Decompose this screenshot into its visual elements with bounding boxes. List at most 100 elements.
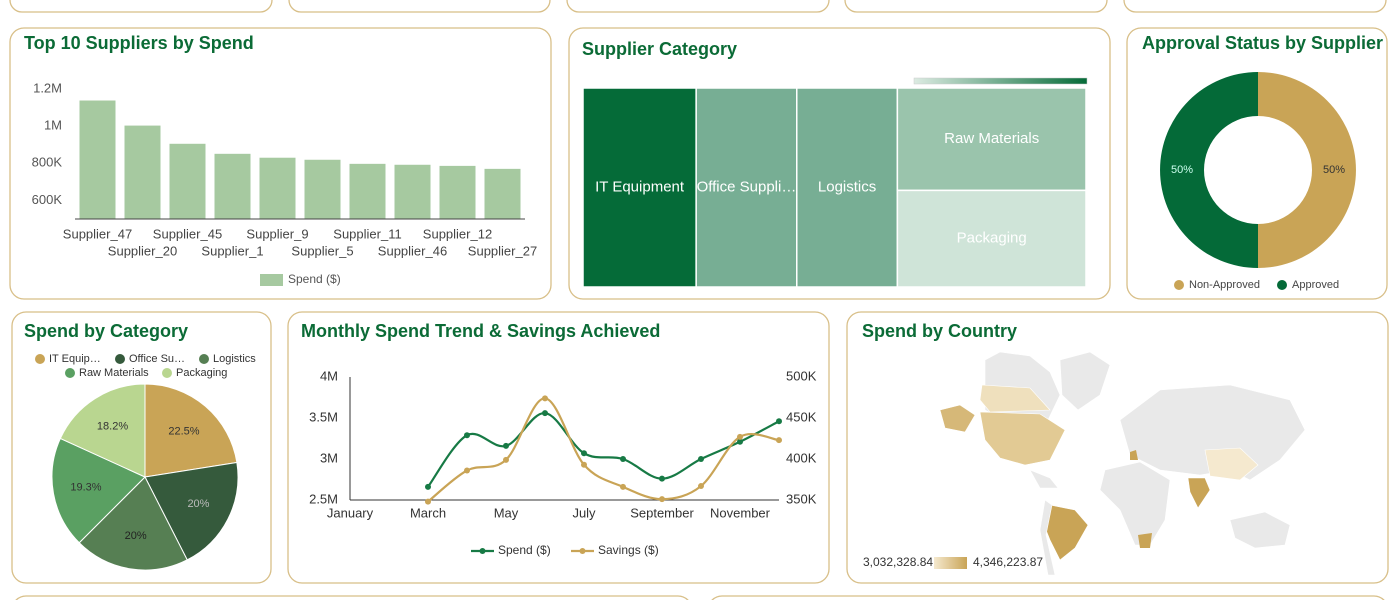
point — [581, 461, 587, 468]
value-label: 50% — [1171, 164, 1193, 176]
point — [542, 410, 548, 417]
country — [1187, 477, 1211, 509]
value-label: 19.3% — [70, 482, 101, 494]
country — [939, 404, 976, 433]
point — [503, 442, 509, 449]
legend-swatch — [199, 354, 209, 364]
treemap-cell — [896, 189, 1087, 288]
y-tick-label: 1M — [44, 118, 62, 133]
x-tick-label: November — [710, 505, 771, 520]
card — [15, 595, 689, 600]
country — [979, 384, 1051, 413]
x-tick-label: September — [630, 505, 694, 520]
bar — [439, 165, 476, 219]
point — [737, 438, 743, 445]
y-tick-label: 3M — [320, 450, 338, 465]
point — [425, 483, 431, 490]
color-scale — [913, 77, 1088, 85]
pie-slice — [59, 383, 146, 478]
chart-title: Approval Status by Supplier — [1142, 33, 1383, 53]
card — [846, 311, 1389, 584]
chart-title: Spend by Country — [862, 321, 1017, 341]
chart-title: Top 10 Suppliers by Spend — [24, 33, 254, 53]
legend-swatch — [35, 354, 45, 364]
bar — [349, 163, 386, 219]
y-tick-label: 4M — [320, 368, 338, 383]
treemap-cell — [896, 87, 1087, 192]
card — [844, 0, 1108, 13]
land — [1029, 469, 1059, 489]
legend-label: Logistics — [213, 353, 256, 365]
value-label: 18.2% — [97, 420, 128, 432]
legend-label: IT Equip… — [49, 353, 101, 365]
x-tick-label: Supplier_1 — [201, 243, 263, 258]
legend-swatch — [479, 548, 486, 554]
world-map — [939, 351, 1306, 576]
x-tick-label: Supplier_12 — [423, 226, 492, 241]
pie-slice — [144, 461, 239, 561]
x-tick-label: Supplier_20 — [108, 243, 177, 258]
bar — [214, 153, 251, 219]
land — [1059, 351, 1111, 411]
scale-label: 4,346,223.87 — [973, 555, 1043, 569]
country — [979, 411, 1066, 466]
x-tick-label: Supplier_11 — [333, 226, 401, 241]
treemap-cell — [695, 87, 798, 288]
bar — [304, 159, 341, 219]
point — [698, 456, 704, 462]
y2-tick-label: 350K — [786, 491, 817, 506]
y2-tick-label: 500K — [786, 368, 817, 383]
y-tick-label: 800K — [32, 155, 63, 170]
legend-swatch — [579, 548, 586, 554]
point — [581, 450, 587, 457]
legend-swatch — [162, 368, 172, 378]
point — [737, 433, 743, 440]
legend-label: Savings ($) — [598, 543, 659, 557]
scale-label: 3,032,328.84 — [863, 555, 933, 569]
point — [776, 418, 782, 425]
chart-title: Spend by Category — [24, 321, 188, 341]
country — [1130, 450, 1138, 460]
legend-swatch — [115, 354, 125, 364]
point — [464, 432, 470, 439]
legend-label: Raw Materials — [79, 367, 149, 379]
x-tick-label: January — [327, 505, 374, 520]
legend-swatch — [1277, 280, 1287, 290]
card — [288, 0, 551, 13]
land — [1229, 511, 1291, 549]
treemap-cell — [796, 87, 899, 288]
x-tick-label: Supplier_46 — [378, 243, 447, 258]
point — [620, 483, 626, 490]
series-line — [427, 397, 780, 503]
y-tick-label: 1.2M — [33, 80, 62, 95]
x-tick-label: Supplier_47 — [63, 226, 132, 241]
value-label: 50% — [1323, 164, 1345, 176]
cell-label: Raw Materials — [944, 130, 1039, 147]
donut-slice — [1258, 72, 1356, 268]
value-label: 22.5% — [168, 425, 199, 437]
bar — [124, 125, 161, 219]
legend-label: Spend ($) — [288, 272, 341, 286]
land — [1119, 384, 1306, 481]
card — [1123, 0, 1387, 13]
bar — [259, 157, 296, 219]
x-tick-label: Supplier_5 — [291, 243, 353, 258]
point — [659, 496, 665, 503]
pie-slice — [144, 383, 238, 478]
y2-tick-label: 400K — [786, 450, 817, 465]
card — [566, 0, 830, 13]
pie-slice — [51, 437, 146, 544]
chart-title: Monthly Spend Trend & Savings Achieved — [301, 321, 660, 341]
x-tick-label: Supplier_9 — [246, 226, 308, 241]
series-line — [427, 411, 780, 488]
bar — [484, 168, 521, 219]
y-tick-label: 600K — [32, 192, 63, 207]
point — [464, 467, 470, 474]
y-tick-label: 2.5M — [309, 491, 338, 506]
value-label: 20% — [125, 530, 147, 542]
card — [9, 0, 273, 13]
legend-label: Approved — [1292, 279, 1339, 291]
point — [425, 498, 431, 505]
cell-label: IT Equipment — [595, 178, 685, 195]
point — [659, 475, 665, 482]
